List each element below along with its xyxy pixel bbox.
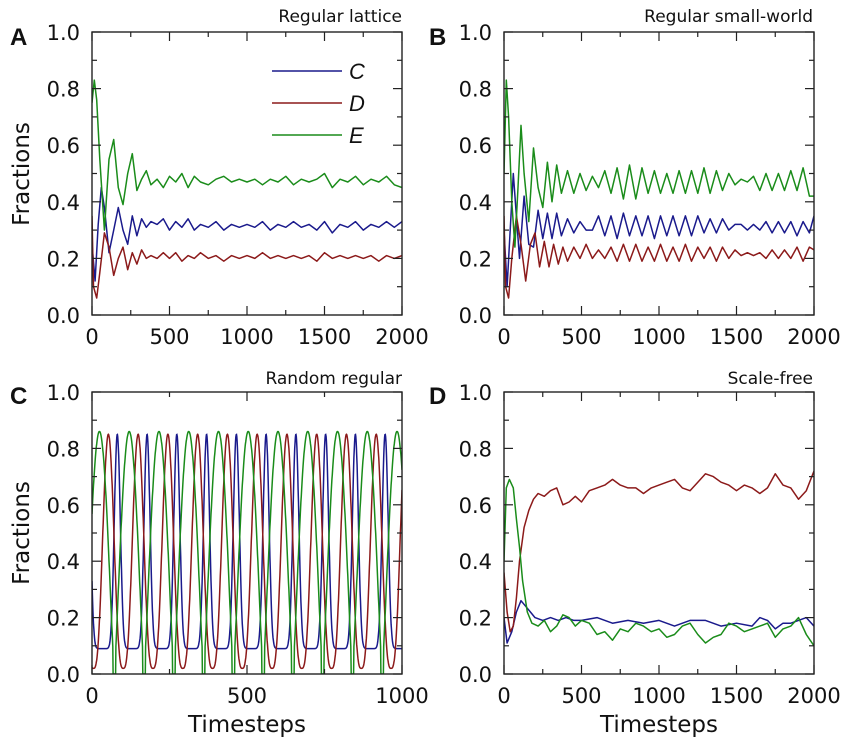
y-tick-label: 0.4 [459,550,492,574]
x-tick-label: 1000 [375,684,428,708]
panel-title: Random regular [265,369,402,389]
x-tick-label: 1000 [632,684,685,708]
y-axis-label: Fractions [9,122,35,226]
legend-label-c: C [349,59,365,84]
panel-c: C Random regular Fractions Timesteps 0.0… [9,369,429,738]
series-line-d [504,215,814,299]
y-tick-label: 0.0 [47,304,80,328]
y-tick-label: 0.6 [459,494,492,518]
x-tick-label: 500 [149,325,189,349]
y-tick-label: 0.6 [47,134,80,158]
y-tick-label: 0.4 [459,191,492,215]
panel-d: D Scale-free Timesteps 0.0 0.2 0.4 0.6 0.8 1.… [429,369,841,738]
x-tick-label: 2000 [787,325,840,349]
y-tick-label: 0.0 [47,663,80,687]
series-line-c [92,186,402,282]
y-tick-label: 1.0 [47,381,80,405]
y-tick-label: 0.8 [47,437,80,461]
series-group [92,79,402,299]
plot-area: 0.0 0.2 0.4 0.6 0.8 1.0 0 500 1000 1500 2000 [459,381,841,708]
y-tick-label: 0.8 [47,78,80,102]
series-line-e [504,79,814,248]
panel-letter: B [429,24,446,51]
panel-title: Regular small-world [644,7,813,27]
series-group [504,470,814,647]
panel-letter: D [429,383,446,410]
series-line-c [504,599,814,644]
series-group [504,79,814,299]
y-tick-label: 0.2 [47,607,80,631]
y-tick-label: 0.2 [459,607,492,631]
plot-frame [503,31,815,316]
series-line-e [92,430,402,674]
y-tick-label: 1.0 [47,21,80,45]
x-tick-label: 1000 [632,325,685,349]
x-tick-label: 0 [85,325,98,349]
x-tick-label: 0 [85,684,98,708]
y-tick-label: 0.8 [459,78,492,102]
panel-letter: A [10,24,27,51]
y-tick-label: 0.0 [459,304,492,328]
x-tick-label: 1000 [220,325,273,349]
y-tick-label: 1.0 [459,21,492,45]
series-line-d [92,433,402,670]
x-tick-label: 500 [227,684,267,708]
panel-b: B Regular small-world 0.0 0.2 0.4 0.6 0.8 1.0… [429,7,841,349]
y-tick-label: 0.4 [47,191,80,215]
y-tick-label: 0.4 [47,550,80,574]
series-line-d [504,470,814,633]
x-tick-label: 1500 [710,325,763,349]
legend-label-e: E [349,123,364,148]
plot-area: 0.0 0.2 0.4 0.6 0.8 1.0 0 500 1000 [47,381,429,708]
legend: C D E [272,59,365,148]
series-line-d [92,215,402,299]
plot-area: 0.0 0.2 0.4 0.6 0.8 1.0 0 500 1000 1500 2000 [47,21,429,349]
series-group [92,430,402,674]
y-tick-label: 0.6 [47,494,80,518]
x-axis-label: Timesteps [599,712,718,738]
x-tick-label: 2000 [375,325,428,349]
legend-label-d: D [349,91,365,116]
y-axis-label: Fractions [9,481,35,585]
y-tick-label: 0.6 [459,134,492,158]
x-tick-label: 2000 [787,684,840,708]
panel-letter: C [10,383,27,410]
y-tick-label: 1.0 [459,381,492,405]
y-tick-label: 0.0 [459,663,492,687]
x-tick-label: 0 [497,684,510,708]
y-tick-label: 0.2 [459,247,492,271]
series-line-e [92,79,402,231]
y-tick-label: 0.8 [459,437,492,461]
panel-a: A Regular lattice Fractions 0.0 0.2 0.4 0.6… [9,7,429,349]
x-tick-label: 500 [561,325,601,349]
panel-title: Scale-free [728,369,813,389]
x-tick-label: 0 [497,325,510,349]
x-tick-label: 500 [561,684,601,708]
series-line-e [504,478,814,647]
y-tick-label: 0.2 [47,247,80,271]
panel-title: Regular lattice [278,7,402,27]
plot-area: 0.0 0.2 0.4 0.6 0.8 1.0 0 500 1000 1500 2000 [459,21,841,349]
x-tick-label: 1500 [298,325,351,349]
x-axis-label: Timesteps [187,712,306,738]
series-line-c [504,172,814,288]
x-tick-label: 1500 [710,684,763,708]
